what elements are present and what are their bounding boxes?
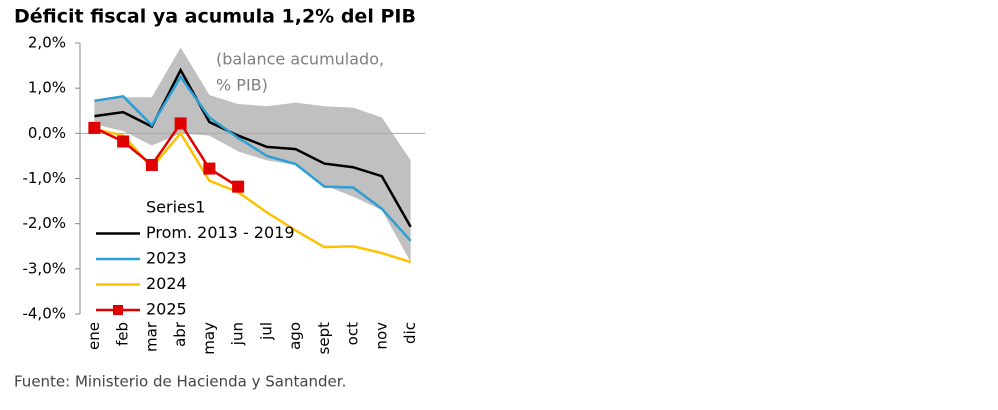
x-tick-label: ene: [85, 322, 103, 350]
y-tick-label: -1,0%: [22, 169, 66, 187]
x-tick-label: sept: [315, 322, 333, 355]
annotation: % PIB): [216, 76, 268, 95]
legend-label: 2023: [146, 249, 187, 268]
marker: [203, 162, 216, 175]
x-tick-label: jun: [229, 322, 247, 346]
marker: [232, 180, 245, 193]
x-tick-label: oct: [344, 322, 362, 345]
marker: [174, 117, 187, 130]
marker: [145, 158, 158, 171]
legend-label: 2025: [146, 300, 187, 319]
x-tick-label: mar: [142, 321, 160, 352]
marker: [88, 121, 101, 134]
y-tick-label: 0,0%: [28, 124, 66, 142]
x-tick-label: may: [200, 322, 218, 355]
series-line: [94, 74, 412, 242]
marker: [117, 135, 130, 148]
x-tick-label: nov: [372, 322, 390, 350]
y-tick-label: 1,0%: [28, 79, 66, 97]
y-tick-label: -3,0%: [22, 259, 66, 277]
x-tick-label: dic: [401, 322, 419, 344]
legend-label: Prom. 2013 - 2019: [146, 223, 295, 242]
legend-label: 2024: [146, 274, 187, 293]
legend-marker: [113, 305, 123, 315]
legend-label: Series1: [146, 198, 205, 217]
annotation: (balance acumulado,: [216, 50, 384, 69]
x-tick-label: abr: [171, 321, 189, 347]
y-tick-label: -2,0%: [22, 214, 66, 232]
source: Fuente: Ministerio de Hacienda y Santand…: [14, 373, 346, 391]
x-tick-label: jul: [257, 322, 275, 341]
chart-title: Déficit fiscal ya acumula 1,2% del PIB: [14, 6, 416, 28]
x-tick-label: feb: [114, 322, 132, 346]
y-tick-label: -4,0%: [22, 305, 66, 323]
band-area: [94, 47, 411, 263]
x-tick-label: ago: [286, 322, 304, 350]
series-line: [94, 67, 412, 228]
y-tick-label: 2,0%: [28, 34, 66, 52]
